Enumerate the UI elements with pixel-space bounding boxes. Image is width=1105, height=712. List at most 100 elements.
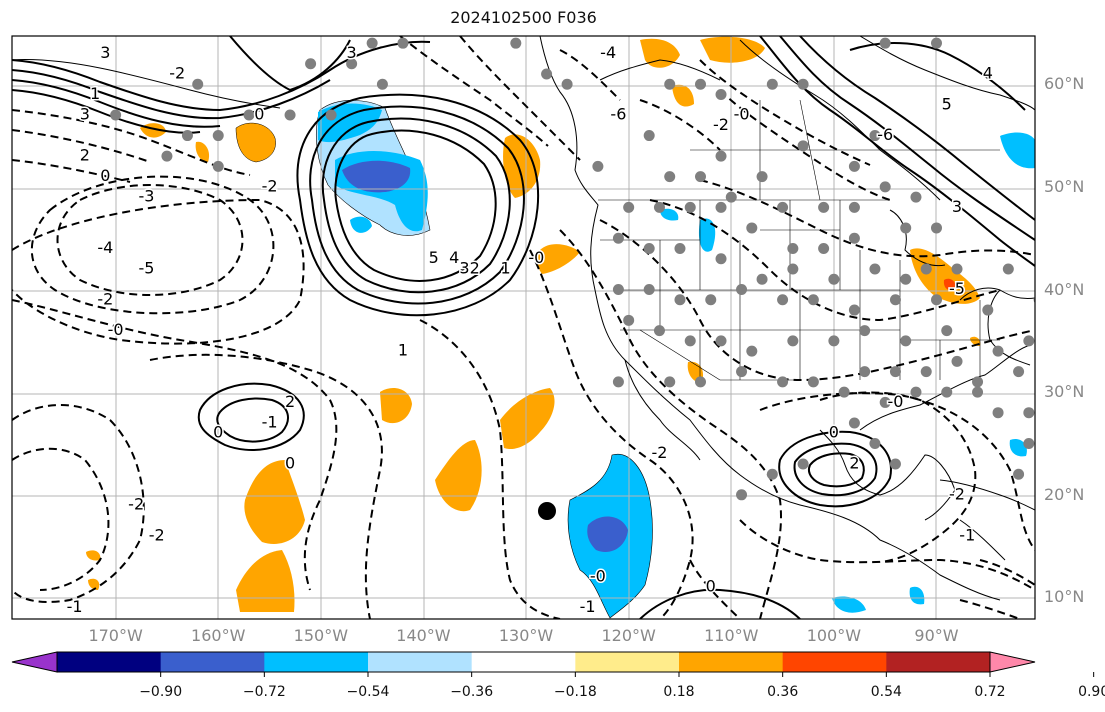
station-dot[interactable]	[848, 304, 860, 316]
station-dot[interactable]	[848, 417, 860, 429]
station-dot[interactable]	[910, 386, 922, 398]
station-dot[interactable]	[766, 468, 778, 480]
station-dot[interactable]	[818, 201, 830, 213]
station-dot[interactable]	[972, 376, 984, 388]
station-dot[interactable]	[838, 386, 850, 398]
station-dot[interactable]	[684, 201, 696, 213]
station-dot[interactable]	[623, 314, 635, 326]
station-dot[interactable]	[930, 37, 942, 49]
station-dot[interactable]	[736, 489, 748, 501]
station-dot[interactable]	[859, 366, 871, 378]
station-dot[interactable]	[889, 294, 901, 306]
station-dot[interactable]	[694, 376, 706, 388]
station-dot[interactable]	[848, 201, 860, 213]
station-dot[interactable]	[510, 37, 522, 49]
station-dot[interactable]	[212, 160, 224, 172]
station-dot[interactable]	[664, 78, 676, 90]
station-dot[interactable]	[736, 366, 748, 378]
station-dot[interactable]	[561, 78, 573, 90]
station-dot[interactable]	[346, 58, 358, 70]
station-dot[interactable]	[951, 263, 963, 275]
station-dot[interactable]	[612, 284, 624, 296]
station-dot[interactable]	[777, 294, 789, 306]
station-dot[interactable]	[1023, 407, 1035, 419]
station-dot[interactable]	[869, 130, 881, 142]
station-dot[interactable]	[982, 304, 994, 316]
station-dot[interactable]	[541, 68, 553, 80]
station-dot[interactable]	[848, 160, 860, 172]
station-dot[interactable]	[777, 376, 789, 388]
station-dot[interactable]	[920, 263, 932, 275]
station-dot[interactable]	[1002, 263, 1014, 275]
station-dot[interactable]	[1023, 335, 1035, 347]
station-dot[interactable]	[879, 396, 891, 408]
station-dot[interactable]	[889, 458, 901, 470]
station-dot[interactable]	[941, 325, 953, 337]
station-dot[interactable]	[797, 458, 809, 470]
station-dot[interactable]	[715, 150, 727, 162]
station-dot[interactable]	[992, 345, 1004, 357]
station-dot[interactable]	[305, 58, 317, 70]
station-dot[interactable]	[715, 201, 727, 213]
station-dot[interactable]	[653, 201, 665, 213]
station-dot[interactable]	[694, 171, 706, 183]
station-dot[interactable]	[715, 253, 727, 265]
station-dot[interactable]	[900, 335, 912, 347]
station-dot[interactable]	[859, 325, 871, 337]
station-dot[interactable]	[807, 294, 819, 306]
station-dot[interactable]	[828, 273, 840, 285]
station-dot[interactable]	[643, 242, 655, 254]
station-dot[interactable]	[930, 294, 942, 306]
station-dot[interactable]	[181, 130, 193, 142]
station-dot[interactable]	[951, 355, 963, 367]
station-dot[interactable]	[725, 191, 737, 203]
station-dot[interactable]	[818, 242, 830, 254]
station-dot[interactable]	[325, 109, 337, 121]
station-dot[interactable]	[900, 273, 912, 285]
station-dot[interactable]	[756, 171, 768, 183]
station-dot[interactable]	[972, 386, 984, 398]
station-dot[interactable]	[643, 284, 655, 296]
station-dot[interactable]	[746, 345, 758, 357]
station-dot[interactable]	[664, 376, 676, 388]
station-dot[interactable]	[1023, 437, 1035, 449]
station-dot[interactable]	[284, 109, 296, 121]
station-dot[interactable]	[1013, 366, 1025, 378]
station-dot[interactable]	[715, 335, 727, 347]
station-dot[interactable]	[900, 222, 912, 234]
station-dot[interactable]	[397, 37, 409, 49]
station-dot[interactable]	[715, 89, 727, 101]
station-dot[interactable]	[807, 376, 819, 388]
station-dot[interactable]	[797, 78, 809, 90]
station-dot[interactable]	[161, 150, 173, 162]
station-dot[interactable]	[777, 201, 789, 213]
station-dot[interactable]	[623, 201, 635, 213]
station-dot[interactable]	[879, 37, 891, 49]
station-dot[interactable]	[612, 376, 624, 388]
station-dot[interactable]	[653, 325, 665, 337]
location-marker[interactable]	[538, 502, 556, 520]
station-dot[interactable]	[110, 109, 122, 121]
station-dot[interactable]	[366, 37, 378, 49]
station-dot[interactable]	[705, 294, 717, 306]
station-dot[interactable]	[930, 222, 942, 234]
station-dot[interactable]	[376, 78, 388, 90]
station-dot[interactable]	[869, 263, 881, 275]
station-dot[interactable]	[889, 366, 901, 378]
station-dot[interactable]	[736, 284, 748, 296]
station-dot[interactable]	[920, 366, 932, 378]
station-dot[interactable]	[243, 109, 255, 121]
station-dot[interactable]	[664, 171, 676, 183]
station-dot[interactable]	[787, 263, 799, 275]
station-dot[interactable]	[612, 232, 624, 244]
station-dot[interactable]	[192, 78, 204, 90]
station-dot[interactable]	[756, 273, 768, 285]
station-dot[interactable]	[787, 242, 799, 254]
station-dot[interactable]	[787, 335, 799, 347]
station-dot[interactable]	[674, 294, 686, 306]
station-dot[interactable]	[848, 232, 860, 244]
station-dot[interactable]	[746, 222, 758, 234]
station-dot[interactable]	[910, 191, 922, 203]
station-dot[interactable]	[694, 78, 706, 90]
station-dot[interactable]	[828, 335, 840, 347]
